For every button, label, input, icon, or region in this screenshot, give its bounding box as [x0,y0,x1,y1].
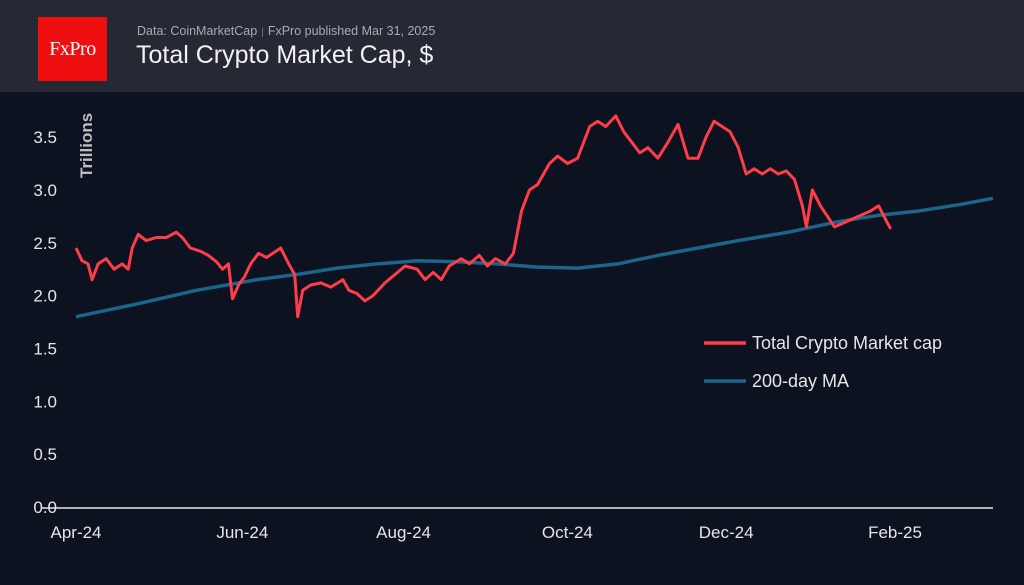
y-tick-label: 2.5 [33,234,57,253]
published-date: FxPro published Mar 31, 2025 [267,24,436,38]
chart-header: FxPro Data: CoinMarketCap | FxPro publishe… [0,0,1024,92]
source-line: Data: CoinMarketCap | FxPro published Mar … [137,24,435,38]
separator: | [261,27,264,38]
x-tick-label: Jun-24 [216,523,268,542]
legend-label-market-cap: Total Crypto Market cap [752,333,942,353]
series-200-day-ma [75,196,994,319]
y-tick-label: 1.5 [33,339,57,358]
y-axis-label: Trillions [77,113,96,178]
x-tick-label: Feb-25 [868,523,922,542]
y-tick-label: 3.0 [33,181,57,200]
legend-label-ma: 200-day MA [752,371,849,391]
y-tick-label: 1.0 [33,392,57,411]
x-tick-label: Oct-24 [542,523,593,542]
fxpro-logo: FxPro [38,17,107,81]
x-tick-label: Dec-24 [699,523,754,542]
chart-title: Total Crypto Market Cap, $ [136,41,434,69]
x-tick-label: Apr-24 [50,523,101,542]
legend: Total Crypto Market cap 200-day MA [704,333,942,391]
series-total-crypto-market-cap [74,114,893,319]
y-tick-label: 0.5 [33,445,57,464]
data-source: Data: CoinMarketCap [137,24,258,38]
y-tick-label: 2.0 [33,287,57,306]
y-tick-label: 3.5 [33,128,57,147]
x-tick-label: Aug-24 [376,523,431,542]
